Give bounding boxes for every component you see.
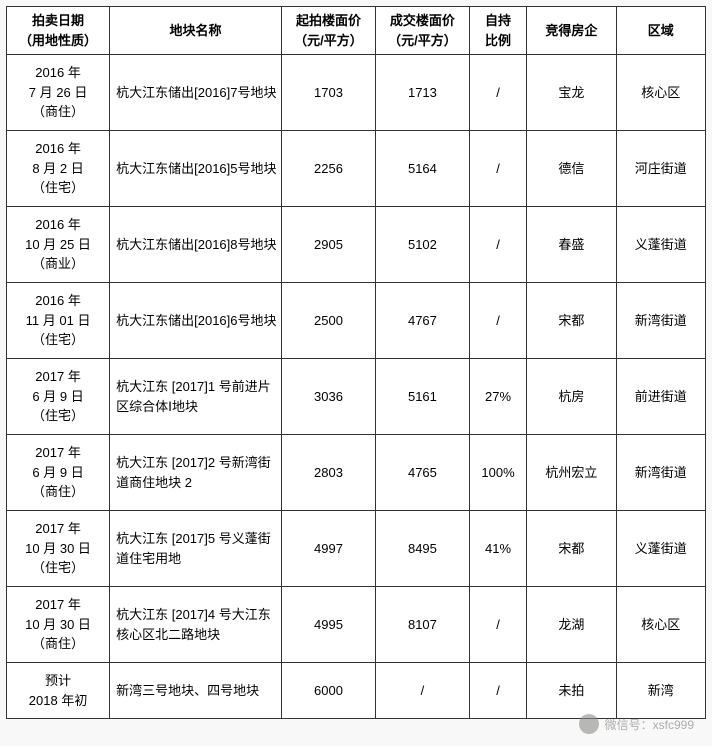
table-row: 预计2018 年初 新湾三号地块、四号地块 6000 / / 未拍 新湾 xyxy=(7,663,706,719)
cell-name: 杭大江东 [2017]2 号新湾街道商住地块 2 xyxy=(110,435,282,511)
cell-name: 新湾三号地块、四号地块 xyxy=(110,663,282,719)
cell-start-price: 2905 xyxy=(282,207,376,283)
cell-start-price: 1703 xyxy=(282,55,376,131)
cell-developer: 宝龙 xyxy=(527,55,616,131)
cell-date: 2017 年6 月 9 日（商住） xyxy=(7,435,110,511)
cell-area: 新湾街道 xyxy=(616,435,705,511)
cell-name: 杭大江东 [2017]5 号义蓬街道住宅用地 xyxy=(110,511,282,587)
table-row: 2016 年7 月 26 日（商住） 杭大江东储出[2016]7号地块 1703… xyxy=(7,55,706,131)
cell-name: 杭大江东 [2017]1 号前进片区综合体Ⅰ地块 xyxy=(110,359,282,435)
cell-ratio: / xyxy=(469,663,526,719)
land-auction-table-container: 拍卖日期（用地性质） 地块名称 起拍楼面价（元/平方） 成交楼面价（元/平方） … xyxy=(0,0,712,725)
table-row: 2016 年8 月 2 日（住宅） 杭大江东储出[2016]5号地块 2256 … xyxy=(7,131,706,207)
cell-start-price: 3036 xyxy=(282,359,376,435)
cell-area: 义蓬街道 xyxy=(616,207,705,283)
cell-developer: 杭房 xyxy=(527,359,616,435)
cell-start-price: 2803 xyxy=(282,435,376,511)
col-auction-date: 拍卖日期（用地性质） xyxy=(7,7,110,55)
table-row: 2016 年11 月 01 日（住宅） 杭大江东储出[2016]6号地块 250… xyxy=(7,283,706,359)
cell-area: 核心区 xyxy=(616,55,705,131)
cell-name: 杭大江东储出[2016]6号地块 xyxy=(110,283,282,359)
cell-developer: 宋都 xyxy=(527,511,616,587)
table-body: 2016 年7 月 26 日（商住） 杭大江东储出[2016]7号地块 1703… xyxy=(7,55,706,719)
cell-ratio: / xyxy=(469,55,526,131)
cell-developer: 龙湖 xyxy=(527,587,616,663)
cell-name: 杭大江东储出[2016]5号地块 xyxy=(110,131,282,207)
cell-ratio: / xyxy=(469,587,526,663)
cell-developer: 春盛 xyxy=(527,207,616,283)
cell-deal-price: 8495 xyxy=(375,511,469,587)
cell-date: 2016 年10 月 25 日（商业） xyxy=(7,207,110,283)
cell-start-price: 2500 xyxy=(282,283,376,359)
col-developer: 竞得房企 xyxy=(527,7,616,55)
cell-developer: 杭州宏立 xyxy=(527,435,616,511)
land-auction-table: 拍卖日期（用地性质） 地块名称 起拍楼面价（元/平方） 成交楼面价（元/平方） … xyxy=(6,6,706,719)
cell-date: 2017 年10 月 30 日（住宅） xyxy=(7,511,110,587)
wechat-icon xyxy=(579,714,599,734)
cell-area: 新湾 xyxy=(616,663,705,719)
cell-developer: 宋都 xyxy=(527,283,616,359)
cell-deal-price: 5161 xyxy=(375,359,469,435)
cell-ratio: / xyxy=(469,283,526,359)
cell-start-price: 4995 xyxy=(282,587,376,663)
cell-area: 前进街道 xyxy=(616,359,705,435)
cell-date: 2017 年10 月 30 日（商住） xyxy=(7,587,110,663)
col-start-price: 起拍楼面价（元/平方） xyxy=(282,7,376,55)
table-header-row: 拍卖日期（用地性质） 地块名称 起拍楼面价（元/平方） 成交楼面价（元/平方） … xyxy=(7,7,706,55)
cell-date: 预计2018 年初 xyxy=(7,663,110,719)
cell-deal-price: 5164 xyxy=(375,131,469,207)
cell-name: 杭大江东 [2017]4 号大江东核心区北二路地块 xyxy=(110,587,282,663)
wechat-watermark: 微信号：xsfc999 xyxy=(579,714,694,734)
cell-ratio: 100% xyxy=(469,435,526,511)
table-row: 2017 年10 月 30 日（商住） 杭大江东 [2017]4 号大江东核心区… xyxy=(7,587,706,663)
table-row: 2017 年6 月 9 日（商住） 杭大江东 [2017]2 号新湾街道商住地块… xyxy=(7,435,706,511)
cell-start-price: 6000 xyxy=(282,663,376,719)
cell-area: 河庄街道 xyxy=(616,131,705,207)
table-row: 2017 年10 月 30 日（住宅） 杭大江东 [2017]5 号义蓬街道住宅… xyxy=(7,511,706,587)
cell-name: 杭大江东储出[2016]7号地块 xyxy=(110,55,282,131)
cell-date: 2017 年6 月 9 日（住宅） xyxy=(7,359,110,435)
cell-ratio: / xyxy=(469,207,526,283)
cell-deal-price: 5102 xyxy=(375,207,469,283)
cell-developer: 德信 xyxy=(527,131,616,207)
cell-date: 2016 年7 月 26 日（商住） xyxy=(7,55,110,131)
cell-date: 2016 年11 月 01 日（住宅） xyxy=(7,283,110,359)
col-self-hold-ratio: 自持比例 xyxy=(469,7,526,55)
cell-start-price: 2256 xyxy=(282,131,376,207)
cell-deal-price: 4767 xyxy=(375,283,469,359)
table-row: 2016 年10 月 25 日（商业） 杭大江东储出[2016]8号地块 290… xyxy=(7,207,706,283)
cell-deal-price: / xyxy=(375,663,469,719)
table-row: 2017 年6 月 9 日（住宅） 杭大江东 [2017]1 号前进片区综合体Ⅰ… xyxy=(7,359,706,435)
wechat-id-text: 微信号：xsfc999 xyxy=(605,716,694,733)
cell-area: 新湾街道 xyxy=(616,283,705,359)
cell-deal-price: 1713 xyxy=(375,55,469,131)
cell-developer: 未拍 xyxy=(527,663,616,719)
cell-start-price: 4997 xyxy=(282,511,376,587)
cell-area: 核心区 xyxy=(616,587,705,663)
cell-area: 义蓬街道 xyxy=(616,511,705,587)
cell-date: 2016 年8 月 2 日（住宅） xyxy=(7,131,110,207)
cell-ratio: 27% xyxy=(469,359,526,435)
cell-deal-price: 4765 xyxy=(375,435,469,511)
col-area: 区域 xyxy=(616,7,705,55)
cell-name: 杭大江东储出[2016]8号地块 xyxy=(110,207,282,283)
cell-ratio: 41% xyxy=(469,511,526,587)
col-deal-price: 成交楼面价（元/平方） xyxy=(375,7,469,55)
cell-ratio: / xyxy=(469,131,526,207)
cell-deal-price: 8107 xyxy=(375,587,469,663)
col-plot-name: 地块名称 xyxy=(110,7,282,55)
